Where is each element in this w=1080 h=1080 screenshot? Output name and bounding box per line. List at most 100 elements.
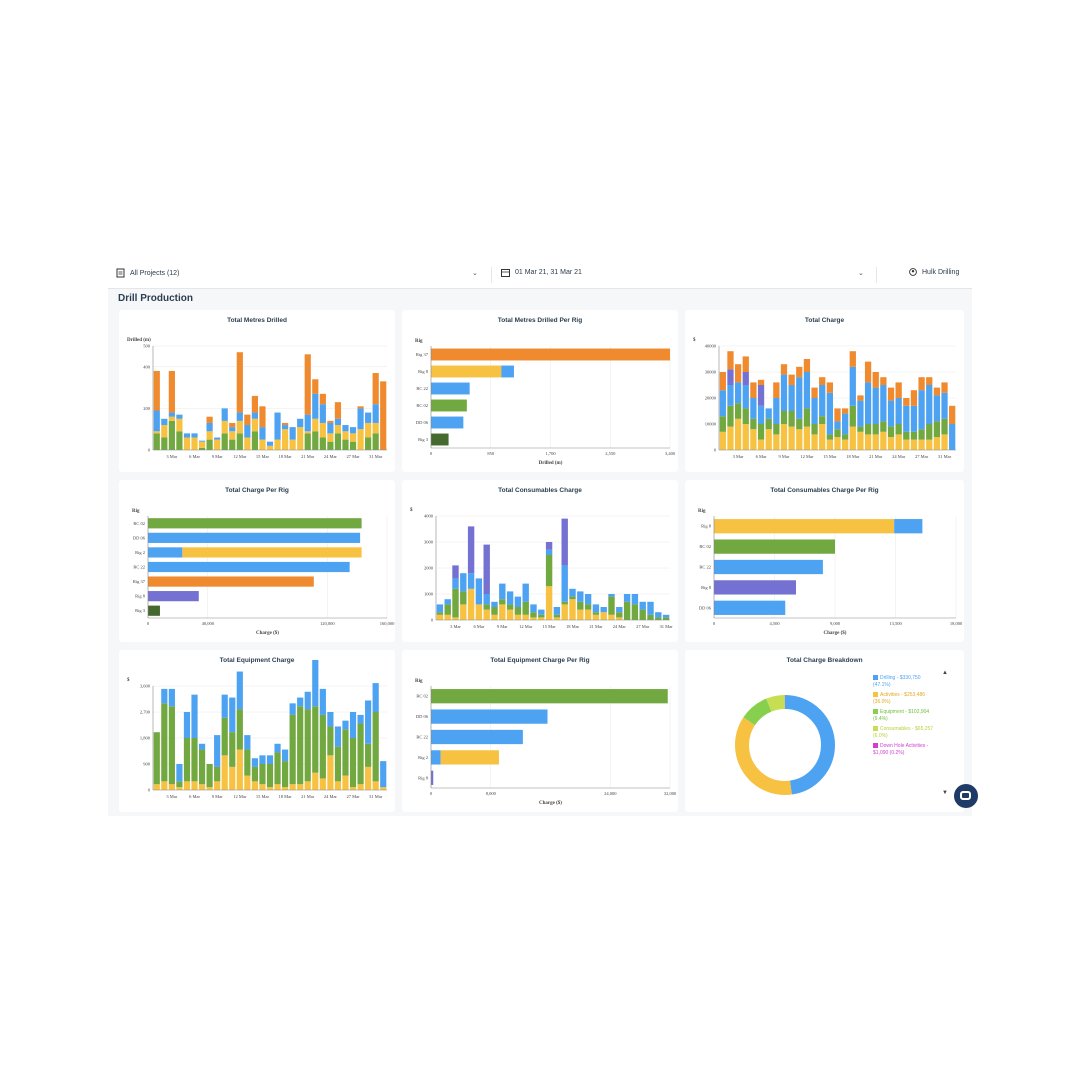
bar-segment [251, 758, 258, 767]
y-tick-label: 20000 [705, 396, 717, 401]
chevron-down-icon[interactable]: ⌄ [472, 270, 478, 277]
scroll-up-icon[interactable]: ▲ [942, 670, 948, 676]
equipment-per-rig-chart: Rig 0 8,000 24,000 32,000 Charge ($) RC 02 DD 0… [415, 679, 677, 806]
bar-segment [334, 402, 342, 419]
bar-segment [933, 395, 941, 422]
y-tick-label: DD 06 [699, 605, 712, 610]
chat-button[interactable] [954, 784, 978, 808]
bar-segment [811, 424, 818, 435]
legend-label: Activities - $253,486 (36.0%) [873, 692, 926, 705]
bar-segment [289, 427, 296, 440]
bar-segment [538, 609, 545, 615]
bar-segment [857, 400, 864, 427]
y-tick-label: DD 06 [416, 714, 429, 719]
bar-segment [153, 410, 160, 432]
bar-segment [834, 429, 841, 437]
bar-segment [918, 390, 925, 430]
chart-card-consumables: Total Consumables Charge $0 1000 2000 3000 4… [402, 480, 678, 642]
bar-segment [221, 755, 228, 790]
y-tick-label: 1,800 [140, 736, 151, 742]
bar-segment [734, 364, 742, 383]
bar-segment [452, 578, 459, 589]
legend-item[interactable]: Equipment - $102,904 (9.4%) [873, 709, 935, 723]
metres-per-rig-chart: Rig 0 850 1,700 2,550 3,400 Drilled (m) Rig 37 R… [415, 339, 676, 466]
bar-segment [176, 418, 183, 432]
bar-segment [282, 429, 289, 450]
chart-title: Total Charge Per Rig [225, 487, 289, 494]
bar-segment [148, 591, 199, 602]
bar-segment [796, 418, 803, 430]
bar-segment [623, 594, 631, 602]
bar-segment [933, 421, 941, 437]
bar-segment [168, 688, 175, 707]
x-tick-label: 24,000 [604, 791, 617, 797]
bar-segment [872, 424, 879, 435]
bar-segment [274, 439, 281, 450]
x-tick-label: 120,000 [320, 621, 335, 627]
x-tick-label: 8,000 [486, 791, 497, 797]
x-tick-label: 21 Mar [869, 454, 883, 459]
bar-segment [895, 398, 902, 424]
bar-segment [514, 596, 522, 607]
bar-segment [244, 775, 251, 790]
legend-item[interactable]: Drilling - $330,750 (47.1%) [873, 675, 935, 689]
section-title: Drill Production [118, 293, 193, 304]
x-tick-label: 1,700 [545, 451, 556, 457]
bar-segment [334, 726, 342, 747]
bar-segment [372, 422, 379, 434]
bar-segment [236, 433, 243, 450]
bar-segment [616, 607, 623, 613]
bar-segment [600, 607, 607, 613]
bar-segment [903, 431, 910, 440]
x-tick-label: 31 Mar [660, 624, 674, 629]
bar-segment [569, 599, 576, 620]
bar-segment [719, 390, 726, 417]
x-tick-label: 18 Mar [846, 454, 860, 459]
date-range-picker[interactable]: 01 Mar 21, 31 Mar 21 [501, 268, 582, 277]
x-tick-label: 12 Mar [519, 624, 533, 629]
legend-item[interactable]: Consumables - $65,257 (6.0%) [873, 726, 935, 740]
bar-segment [864, 361, 872, 383]
bar-segment [244, 437, 251, 450]
bar-segment [304, 709, 311, 782]
legend-item[interactable]: Activities - $253,486 (36.0%) [873, 692, 935, 706]
bar-segment [176, 414, 183, 419]
bar-segment [282, 787, 289, 790]
bar-segment [153, 732, 160, 785]
bar-segment [941, 434, 948, 450]
project-selector[interactable]: All Projects (12) [116, 268, 179, 278]
x-tick-label: 9 Mar [779, 454, 790, 459]
bar-segment [910, 390, 918, 406]
bar-segment [773, 424, 780, 435]
legend-scrollbar[interactable]: ▲ ▼ [942, 670, 950, 800]
bar-segment [483, 544, 490, 594]
bar-segment [864, 382, 872, 424]
legend-item[interactable]: Down Hole Activities - $1,090 (0.2%) [873, 743, 935, 757]
y-tick-label: Rig 37 [133, 579, 146, 584]
bar-segment [251, 781, 258, 790]
company-selector[interactable]: Hulk Drilling [909, 268, 959, 276]
bar-segment [236, 671, 243, 710]
bar-segment [380, 787, 387, 790]
bar-segment [214, 437, 221, 440]
bar-segment [153, 784, 160, 790]
bar-segment [312, 431, 319, 450]
filter-bar: All Projects (12) ⌄ 01 Mar 21, 31 Mar 21… [108, 262, 972, 289]
bar-segment [214, 781, 221, 790]
x-tick-label: 3 Mar [166, 794, 177, 799]
bar-segment [910, 405, 918, 432]
bar-segment [887, 426, 895, 437]
bar-segment [467, 588, 475, 620]
bar-segment [221, 420, 228, 434]
bar-segment [887, 437, 895, 450]
chevron-down-icon[interactable]: ⌄ [858, 270, 864, 277]
x-tick-label: 18 Mar [566, 624, 580, 629]
bar-segment [734, 403, 742, 419]
bar-segment [229, 427, 236, 432]
bar-segment [592, 614, 600, 620]
bar-segment [895, 424, 902, 435]
bar-segment [266, 755, 274, 764]
bar-segment [545, 555, 553, 587]
y-tick-label: 2000 [424, 566, 434, 571]
scroll-down-icon[interactable]: ▼ [942, 790, 948, 796]
